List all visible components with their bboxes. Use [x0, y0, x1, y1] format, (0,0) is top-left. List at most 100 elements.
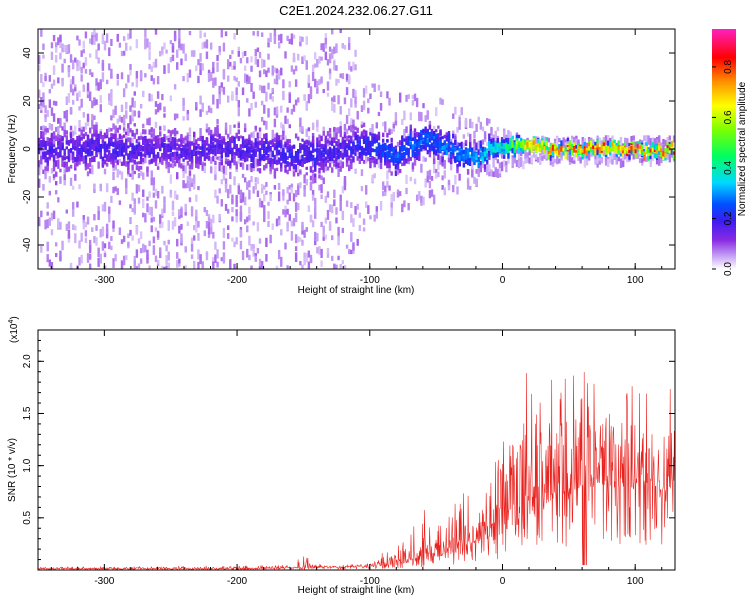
- heatmap-cell: [350, 122, 353, 133]
- heatmap-cell: [91, 138, 94, 145]
- heatmap-cell: [269, 146, 272, 152]
- heatmap-cell: [86, 137, 90, 142]
- heatmap-cell: [611, 142, 614, 148]
- heatmap-cell: [379, 144, 383, 150]
- heatmap-cell: [152, 61, 156, 69]
- heatmap-cell: [105, 148, 109, 153]
- heatmap-cell: [190, 237, 194, 245]
- heatmap-cell: [424, 178, 427, 188]
- heatmap-cell: [218, 147, 221, 151]
- heatmap-cell: [65, 140, 69, 145]
- heatmap-cell: [379, 157, 383, 163]
- heatmap-cell: [277, 69, 281, 80]
- heatmap-cell: [127, 163, 130, 170]
- heatmap-cell: [409, 156, 412, 161]
- heatmap-cell: [156, 138, 160, 145]
- heatmap-cell: [435, 129, 438, 133]
- heatmap-cell: [560, 151, 563, 158]
- heatmap-cell: [135, 165, 139, 171]
- heatmap-cell: [598, 151, 601, 158]
- heatmap-cell: [628, 142, 631, 147]
- heatmap-cell: [413, 136, 417, 141]
- heatmap-cell: [84, 166, 88, 171]
- heatmap-cell: [343, 131, 347, 137]
- heatmap-cell: [275, 75, 279, 85]
- heatmap-cell: [241, 140, 245, 145]
- heatmap-cell: [180, 208, 183, 215]
- heatmap-cell: [99, 143, 102, 150]
- heatmap-cell: [250, 132, 253, 138]
- heatmap-cell: [260, 116, 264, 122]
- heatmap-cell: [299, 160, 302, 164]
- heatmap-cell: [246, 248, 249, 258]
- heatmap-cell: [254, 101, 257, 108]
- heatmap-cell: [254, 126, 257, 130]
- heatmap-cell: [670, 141, 674, 147]
- heatmap-cell: [246, 143, 249, 147]
- heatmap-cell: [163, 65, 166, 74]
- heatmap-cell: [577, 154, 580, 161]
- heatmap-cell: [69, 125, 73, 131]
- heatmap-cell: [273, 174, 277, 179]
- heatmap-cell: [199, 155, 202, 162]
- heatmap-cell: [307, 147, 311, 153]
- heatmap-cell: [297, 202, 300, 211]
- heatmap-cell: [254, 148, 257, 153]
- heatmap-cell: [432, 141, 436, 148]
- heatmap-cell: [88, 38, 92, 44]
- heatmap-cell: [91, 34, 94, 45]
- heatmap-cell: [341, 43, 345, 49]
- heatmap-cell: [271, 87, 274, 93]
- heatmap-cell: [364, 151, 368, 156]
- heatmap-cell: [328, 148, 332, 155]
- heatmap-cell: [377, 135, 381, 141]
- heatmap-cell: [44, 169, 47, 180]
- heatmap-cell: [339, 194, 342, 202]
- heatmap-cell: [337, 149, 340, 154]
- heatmap-cell: [301, 145, 304, 150]
- heatmap-cell: [241, 146, 245, 152]
- heatmap-cell: [46, 219, 49, 229]
- heatmap-cell: [137, 136, 141, 140]
- heatmap-cell: [403, 110, 406, 121]
- heatmap-cell: [50, 51, 54, 60]
- heatmap-cell: [78, 127, 81, 132]
- heatmap-cell: [432, 163, 436, 174]
- heatmap-cell: [479, 143, 483, 148]
- heatmap-cell: [250, 82, 253, 92]
- heatmap-cell: [44, 117, 47, 123]
- heatmap-cell: [503, 160, 506, 167]
- heatmap-cell: [63, 130, 66, 135]
- heatmap-cell: [496, 138, 500, 144]
- heatmap-cell: [354, 100, 357, 108]
- heatmap-cell: [54, 126, 58, 132]
- heatmap-cell: [348, 37, 351, 45]
- heatmap-cell: [176, 252, 179, 259]
- heatmap-cell: [101, 204, 105, 212]
- heatmap-cell: [84, 144, 88, 151]
- heatmap-cell: [65, 146, 69, 150]
- heatmap-cell: [103, 141, 107, 148]
- heatmap-cell: [284, 143, 287, 148]
- heatmap-cell: [543, 146, 546, 151]
- heatmap-cell: [195, 145, 198, 150]
- heatmap-cell: [284, 164, 287, 169]
- heatmap-cell: [362, 151, 366, 156]
- heatmap-cell: [549, 156, 553, 166]
- heatmap-cell: [294, 151, 298, 157]
- heatmap-cell: [409, 112, 412, 121]
- heatmap-cell: [337, 145, 340, 152]
- heatmap-cell: [86, 82, 90, 92]
- heatmap-cell: [142, 198, 145, 209]
- heatmap-cell: [163, 133, 166, 139]
- heatmap-cell: [560, 140, 563, 147]
- heatmap-cell: [447, 184, 451, 191]
- heatmap-cell: [52, 65, 56, 75]
- spectrogram-heatmap: [38, 29, 675, 269]
- heatmap-cell: [40, 148, 43, 157]
- heatmap-cell: [316, 160, 319, 166]
- heatmap-cell: [222, 241, 226, 250]
- heatmap-cell: [125, 101, 128, 110]
- heatmap-cell: [63, 122, 66, 132]
- heatmap-cell: [364, 201, 368, 208]
